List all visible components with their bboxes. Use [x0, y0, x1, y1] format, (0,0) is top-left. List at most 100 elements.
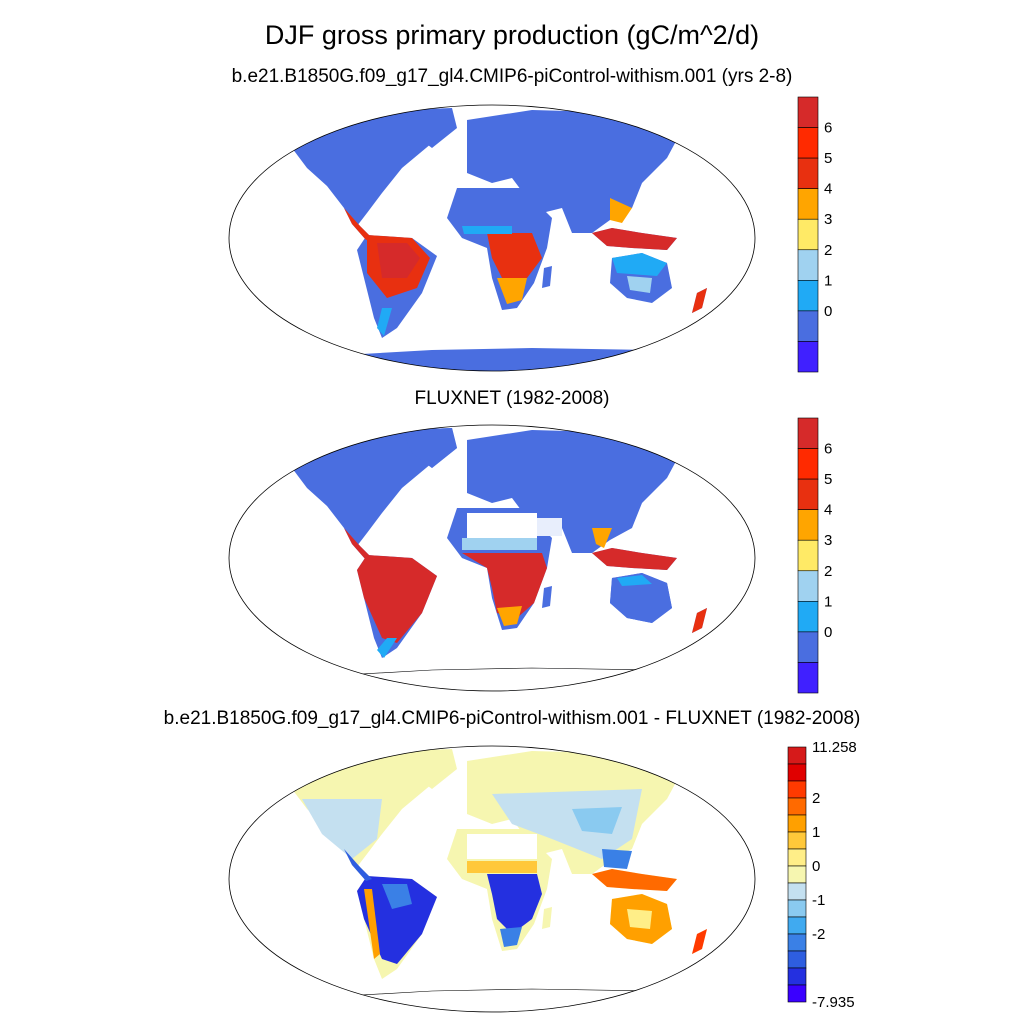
australia-core — [627, 276, 652, 293]
colorbar-swatch — [797, 417, 819, 449]
colorbar-swatch — [787, 950, 807, 969]
colorbar-tick-label: -1 — [812, 892, 825, 909]
colorbar-swatch — [797, 601, 819, 633]
colorbar-swatch — [787, 831, 807, 850]
new-zealand-fill — [692, 929, 707, 954]
colorbar-tick-label: 5 — [824, 150, 832, 167]
colorbar-swatch — [787, 967, 807, 986]
colorbar-tick-label: 4 — [824, 181, 832, 198]
maritime-mixed — [592, 869, 677, 891]
arabia-blank — [537, 518, 562, 536]
new-zealand-fill — [692, 608, 707, 633]
colorbar-swatch — [797, 631, 819, 663]
colorbar-swatch — [797, 539, 819, 572]
panel-2-title: FLUXNET (1982-2008) — [414, 388, 610, 409]
colorbar-tick-label: -7.935 — [812, 994, 855, 1011]
colorbar-tick-label: 1 — [824, 593, 832, 610]
map-panel-fluxnet — [228, 424, 756, 692]
colorbar-swatch — [787, 848, 807, 867]
colorbar-tick-label: 2 — [824, 242, 832, 259]
central-america-fill — [344, 849, 372, 881]
colorbar-swatch — [797, 280, 819, 312]
colorbar-swatch — [797, 249, 819, 281]
colorbar-swatch — [797, 478, 819, 510]
map-panel-difference — [228, 745, 756, 1013]
central-america-fill — [344, 208, 372, 240]
colorbar-swatch — [797, 188, 819, 220]
colorbar-swatch — [787, 797, 807, 816]
colorbar-swatch — [797, 448, 819, 480]
africa-negative — [487, 874, 542, 934]
north-australia — [612, 253, 667, 276]
australia-core-light — [627, 909, 652, 929]
sahara-blank — [467, 834, 537, 859]
amazon-mixed — [382, 884, 412, 909]
colorbar-tick-label: -2 — [812, 926, 825, 943]
greenland-blank — [402, 428, 457, 468]
colorbar-tick-label: 4 — [824, 502, 832, 519]
colorbar-swatch — [787, 882, 807, 901]
colorbar-swatch — [787, 899, 807, 918]
amazon-core — [377, 243, 420, 278]
colorbar-tick-label: 1 — [812, 824, 820, 841]
patagonia-low — [377, 638, 397, 658]
colorbar-swatch — [797, 310, 819, 342]
colorbar-tick-label: 1 — [824, 272, 832, 289]
maritime-continent-high — [592, 548, 677, 570]
colorbar-fluxnet: 6 5 4 3 2 1 0 — [797, 417, 832, 694]
southern-africa-mixed — [500, 927, 522, 947]
colorbar-tick-label: 2 — [824, 563, 832, 580]
colorbar-tick-label: 6 — [824, 441, 832, 458]
panel-1-title: b.e21.B1850G.f09_g17_gl4.CMIP6-piControl… — [231, 66, 793, 87]
colorbar-swatch — [797, 218, 819, 251]
colorbar-tick-label: 0 — [824, 303, 832, 320]
colorbar-tick-label: 11.258 — [812, 739, 857, 756]
colorbar-tick-label: 3 — [824, 211, 832, 228]
colorbar-swatch — [787, 814, 807, 833]
colorbar-swatch — [797, 157, 819, 189]
sahel-light — [462, 538, 537, 550]
colorbar-tick-label: 0 — [812, 858, 820, 875]
colorbar-tick-label: 3 — [824, 532, 832, 549]
figure-title: DJF gross primary production (gC/m^2/d) — [264, 20, 760, 50]
north-australia-mid — [617, 575, 652, 586]
north-america-light-blue — [302, 799, 382, 859]
colorbar-swatch — [787, 746, 807, 765]
map-panel-model — [228, 104, 756, 372]
andes-positive — [364, 889, 380, 959]
colorbar-swatch — [797, 570, 819, 602]
colorbar-tick-label: 5 — [824, 471, 832, 488]
colorbar-swatch — [787, 916, 807, 935]
colorbar-swatch — [797, 341, 819, 373]
colorbar-swatch — [787, 984, 807, 1003]
colorbar-tick-label: 6 — [824, 120, 832, 137]
colorbar-swatch — [797, 662, 819, 694]
southeast-asia-mid — [610, 198, 632, 223]
africa-edges-positive — [467, 861, 537, 873]
colorbar-swatch — [787, 865, 807, 884]
new-zealand-fill — [692, 288, 707, 313]
central-america-fill — [344, 528, 372, 560]
colorbar-difference: 11.258 2 1 0 -1 -2 -7.935 — [787, 739, 857, 1011]
colorbar-swatch — [797, 509, 819, 541]
colorbar-tick-label: 0 — [824, 624, 832, 641]
sahel-mid — [462, 226, 512, 234]
panel-3-title: b.e21.B1850G.f09_g17_gl4.CMIP6-piControl… — [163, 708, 861, 729]
eurasia-blue-patch — [572, 807, 622, 834]
colorbar-swatch — [787, 763, 807, 782]
southern-africa-orange — [497, 606, 522, 626]
central-africa-high — [487, 233, 542, 278]
southern-africa-mid — [497, 278, 527, 304]
sahara-blank — [467, 513, 537, 538]
southeast-asia-negative — [602, 849, 632, 869]
colorbar-swatch — [787, 780, 807, 799]
south-america-high — [357, 555, 437, 643]
africa-high — [462, 553, 547, 618]
colorbar-swatch — [797, 96, 819, 128]
india-mid — [592, 528, 612, 548]
colorbar-tick-label: 2 — [812, 790, 820, 807]
eurasia-light-blue — [492, 789, 642, 859]
colorbar-swatch — [797, 127, 819, 159]
colorbar-swatch — [787, 933, 807, 952]
